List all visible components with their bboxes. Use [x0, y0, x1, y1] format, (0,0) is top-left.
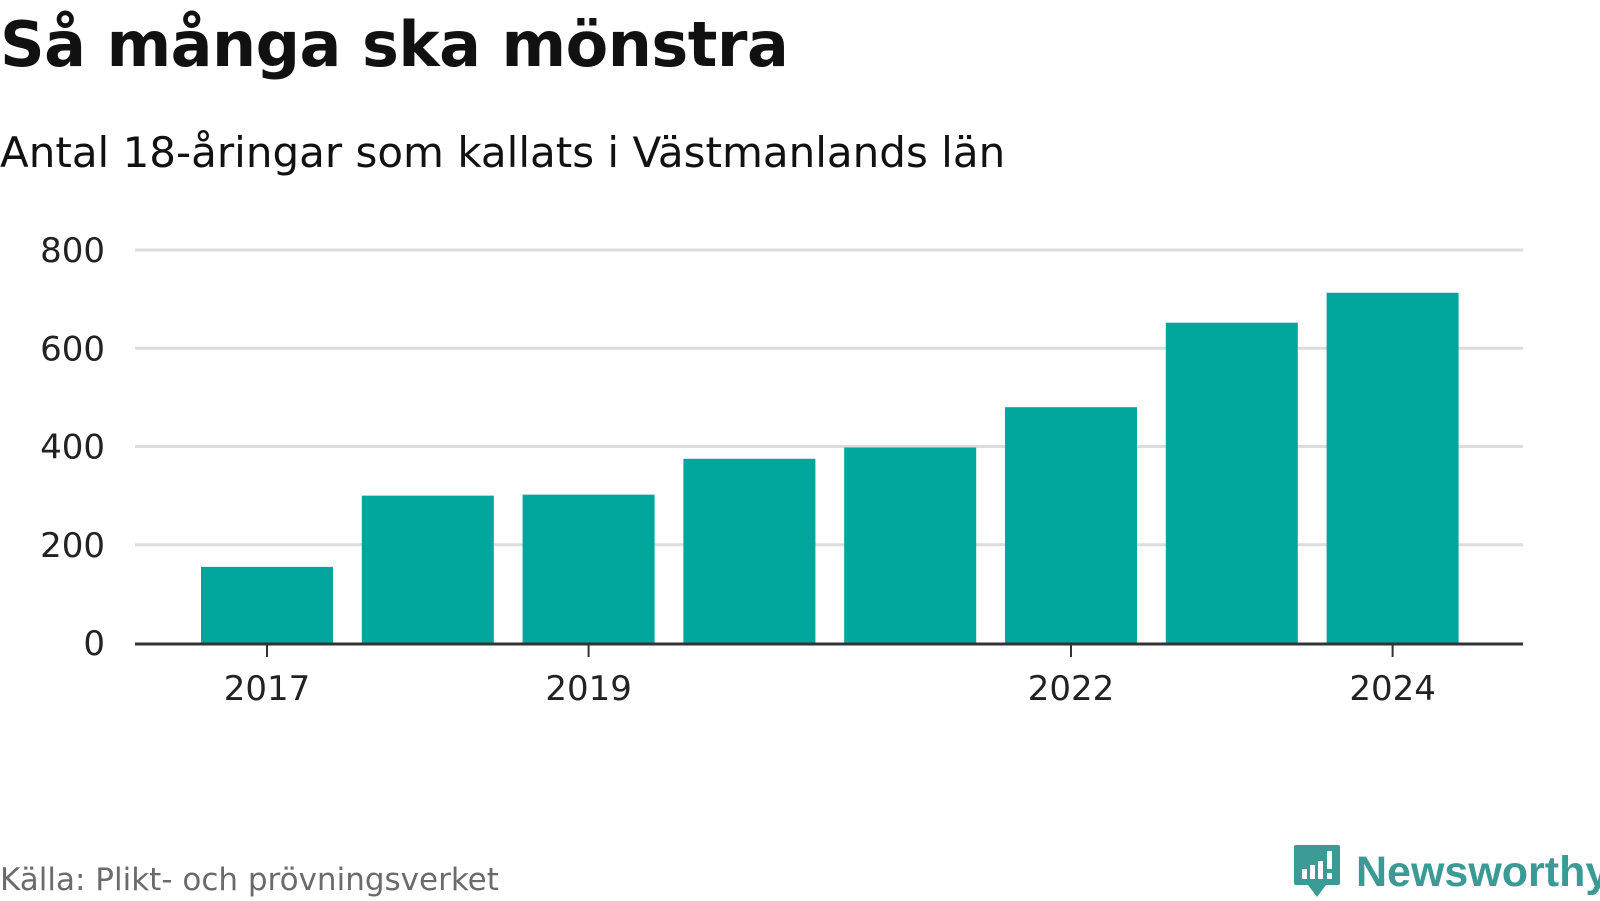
x-tick-label-2024: 2024 [1349, 669, 1436, 709]
x-tick-label-2022: 2022 [1028, 669, 1115, 709]
bar-2024 [1326, 292, 1459, 643]
x-tick-label-2017: 2017 [224, 669, 311, 709]
brand-name: Newsworthy [1356, 847, 1600, 896]
y-tick-label-400: 400 [40, 428, 105, 468]
y-tick-label-800: 800 [40, 231, 105, 271]
newsworthy-logo-icon [1294, 845, 1340, 897]
bar-2019 [522, 494, 655, 643]
bar-2017 [201, 566, 333, 643]
chart-subtitle: Antal 18-åringar som kallats i Västmanla… [0, 128, 1006, 177]
bar-2020 [683, 458, 816, 643]
brand-logo: Newsworthy [1292, 843, 1600, 901]
x-tick-label-2019: 2019 [545, 669, 632, 709]
y-tick-label-0: 0 [83, 624, 105, 664]
bar-2022 [1005, 407, 1137, 643]
y-tick-label-600: 600 [40, 329, 105, 369]
bar-2018 [361, 495, 494, 643]
source-note: Källa: Plikt- och prövningsverket [0, 862, 499, 898]
y-tick-label-200: 200 [40, 526, 105, 566]
chart-title: Så många ska mönstra [0, 8, 789, 81]
bar-2023 [1165, 322, 1298, 643]
bar-2021 [844, 447, 977, 643]
